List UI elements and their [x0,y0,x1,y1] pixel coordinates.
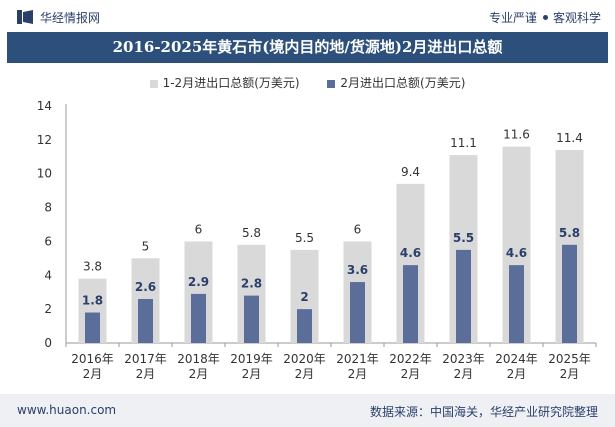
x-tick-label: 2月 [189,367,209,381]
footer-website: www.huaon.com [17,403,117,417]
legend-label-total: 1-2月进出口总额(万美元) [162,76,300,90]
x-tick-label: 2月 [83,367,103,381]
y-tick-label: 10 [37,167,52,181]
x-tick-label: 2月 [560,367,580,381]
x-tick-label: 2月 [401,367,421,381]
data-label-feb: 4.6 [400,246,421,260]
bar-feb [244,295,259,343]
data-label-feb: 2.9 [188,275,209,289]
legend-label-feb: 2月进出口总额(万美元) [340,76,466,90]
x-tick-label: 2019年 [230,352,273,366]
x-tick-label: 2月 [295,367,315,381]
brand-logo-icon [17,10,33,24]
x-tick-label: 2月 [348,367,368,381]
x-tick-label: 2022年 [389,352,432,366]
x-tick-label: 2月 [242,367,262,381]
y-tick-label: 12 [37,133,52,147]
x-tick-label: 2月 [507,367,527,381]
bar-feb [456,249,471,343]
x-tick-label: 2023年 [442,352,485,366]
data-label-total: 11.6 [503,128,530,142]
x-tick-label: 2025年 [548,352,591,366]
y-tick-label: 14 [37,99,52,113]
legend-swatch-total [149,79,158,88]
data-label-total: 11.4 [556,131,583,145]
bar-feb [191,293,206,343]
legend-item-total: 1-2月进出口总额(万美元) [149,74,300,91]
data-label-feb: 5.8 [559,226,580,240]
chart-legend: 1-2月进出口总额(万美元) 2月进出口总额(万美元) [0,74,615,91]
data-label-total: 9.4 [401,165,420,179]
data-label-total: 5.5 [295,231,314,245]
y-tick-label: 2 [44,302,52,316]
data-label-total: 6 [354,222,362,236]
data-label-total: 6 [195,222,203,236]
data-label-feb: 2.8 [241,277,262,291]
bar-feb [350,282,365,343]
tag-professional: 专业严谨 [488,11,537,25]
bar-feb [138,298,153,343]
x-tick-label: 2018年 [177,352,220,366]
x-tick-label: 2024年 [495,352,538,366]
data-label-feb: 2 [300,290,308,304]
data-label-feb: 5.5 [453,231,474,245]
bar-feb [562,244,577,343]
brand-tags: 专业严谨 客观科学 [489,9,601,26]
top-bar: 华经情报网 专业严谨 客观科学 [0,0,615,32]
legend-swatch-feb [327,79,336,88]
data-label-total: 5.8 [242,226,261,240]
footer: www.huaon.com 数据来源：中国海关，华经产业研究院整理 [0,394,615,427]
y-tick-label: 6 [44,234,52,248]
data-label-total: 3.8 [83,260,102,274]
x-tick-label: 2月 [136,367,156,381]
data-label-feb: 2.6 [135,280,156,294]
x-tick-label: 2020年 [283,352,326,366]
legend-item-feb: 2月进出口总额(万美元) [327,74,465,91]
brand-name: 华经情报网 [40,11,101,25]
y-tick-label: 4 [44,268,52,282]
y-tick-label: 0 [44,336,52,350]
x-tick-label: 2016年 [71,352,114,366]
data-label-feb: 3.6 [347,263,368,277]
bar-feb [403,265,418,343]
chart-title: 2016-2025年黄石市(境内目的地/货源地)2月进出口总额 [112,38,503,56]
bar-feb [85,312,100,343]
x-tick-label: 2017年 [124,352,167,366]
bar-chart: 024681012143.81.82016年2月52.62017年2月62.92… [37,99,597,381]
title-bar: 2016-2025年黄石市(境内目的地/货源地)2月进出口总额 [7,32,608,63]
y-tick-label: 8 [44,201,52,215]
data-label-feb: 1.8 [82,294,103,308]
tag-objective: 客观科学 [552,11,601,25]
data-label-total: 5 [142,239,150,253]
footer-source: 数据来源：中国海关，华经产业研究院整理 [369,405,598,419]
tag-separator-dot [542,15,548,20]
x-tick-label: 2021年 [336,352,379,366]
x-tick-label: 2月 [454,367,474,381]
data-label-feb: 4.6 [506,246,527,260]
bar-feb [297,309,312,343]
bar-feb [509,265,524,343]
data-label-total: 11.1 [450,136,477,150]
